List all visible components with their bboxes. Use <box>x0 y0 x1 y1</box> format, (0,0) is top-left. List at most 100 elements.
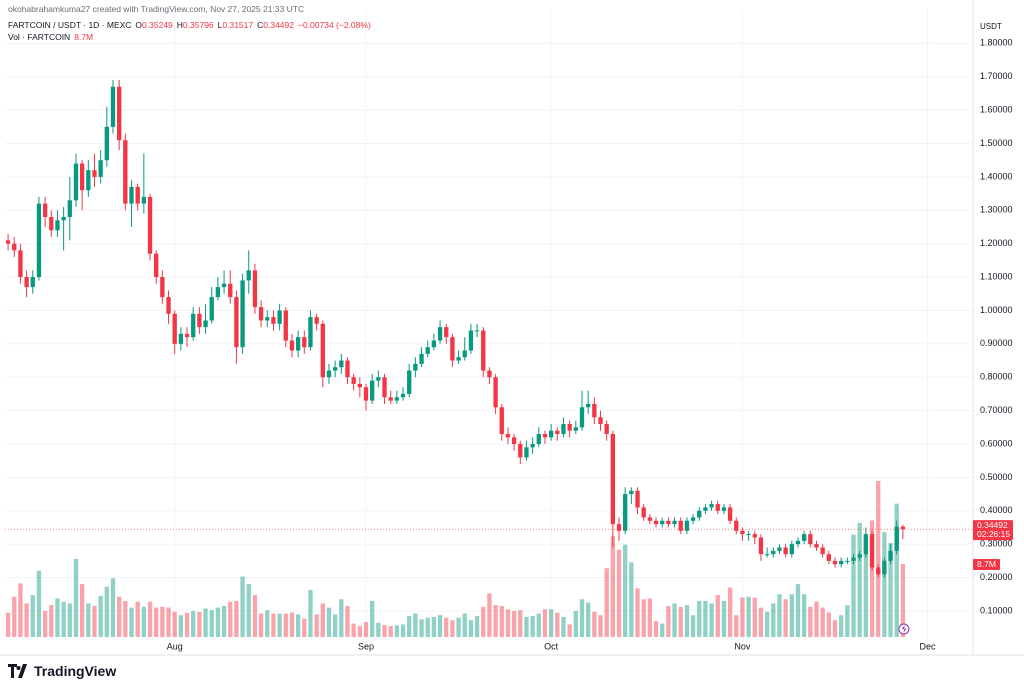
x-tick-label: Oct <box>544 641 559 651</box>
volume-bar <box>839 615 844 637</box>
ohlc-label: H <box>176 20 183 30</box>
volume-bar <box>326 607 332 637</box>
candle-body <box>160 277 165 298</box>
volume-bar <box>382 625 387 637</box>
candle-body <box>542 433 548 438</box>
ohlc-header: FARTCOIN / USDT · 1D · MEXC O0.35249 H0.… <box>8 20 371 30</box>
volume-bar <box>320 603 325 637</box>
volume-bar <box>24 603 29 637</box>
candle-body <box>166 297 171 314</box>
volume-title: Vol · FARTCOIN <box>8 32 71 42</box>
candle-body <box>73 163 79 201</box>
candle-body <box>882 560 887 575</box>
volume-bar <box>462 613 467 637</box>
candle-body <box>777 547 782 551</box>
volume-bar <box>129 607 134 637</box>
volume-bar <box>641 599 646 637</box>
candle-body <box>592 403 597 418</box>
candle-body <box>493 377 498 408</box>
candle-body <box>801 534 807 541</box>
candle-body <box>12 243 17 251</box>
x-tick-label: Sep <box>358 641 374 651</box>
candle-body <box>623 494 628 531</box>
volume-bar <box>407 616 412 637</box>
volume-bar <box>345 605 350 637</box>
candle-body <box>703 507 708 511</box>
candle-body <box>524 447 529 458</box>
candle-body <box>394 397 400 401</box>
y-tick-label: 0.30000 <box>980 539 1013 549</box>
candle-body <box>345 360 350 378</box>
candle-body <box>888 550 893 561</box>
candle-body <box>431 340 437 348</box>
candle-body <box>42 203 48 217</box>
candle-body <box>450 337 455 361</box>
volume-bar <box>758 607 764 637</box>
volume-bar <box>635 588 640 637</box>
y-tick-label: 1.30000 <box>980 205 1013 215</box>
price-badge-label: 0.34492 <box>977 520 1008 530</box>
volume-value: 8.7M <box>74 32 94 42</box>
volume-bar <box>86 603 91 637</box>
candle-body <box>734 520 739 531</box>
volume-bar <box>302 618 307 637</box>
y-tick-label: 0.10000 <box>980 605 1013 615</box>
volume-bar <box>160 606 165 637</box>
ohlc-value: 0.35249 <box>142 20 173 30</box>
candle-body <box>863 534 869 555</box>
candle-body <box>184 333 190 338</box>
volume-bar <box>339 599 344 637</box>
candle-body <box>764 554 770 556</box>
y-tick-label: 0.90000 <box>980 338 1013 348</box>
candle-body <box>67 200 72 217</box>
candle-body <box>456 357 461 361</box>
volume-bar <box>863 536 869 637</box>
volume-bar <box>357 626 362 637</box>
volume-bar <box>67 603 72 637</box>
candle-body <box>18 250 23 278</box>
volume-bar <box>518 610 523 637</box>
volume-bar <box>771 603 776 637</box>
volume-bar <box>851 534 856 637</box>
candle-body <box>653 520 659 525</box>
volume-bar <box>876 480 881 637</box>
volume-bar <box>610 536 616 637</box>
y-tick-label: 0.20000 <box>980 572 1013 582</box>
volume-bar <box>283 613 288 637</box>
volume-bar <box>221 605 227 637</box>
candle-body <box>746 534 751 536</box>
candle-body <box>203 320 208 328</box>
ohlc-label: L <box>217 20 223 30</box>
ohlc-value: 0.35796 <box>182 20 214 30</box>
brand-name: TradingView <box>34 663 117 679</box>
candle-body <box>104 126 109 161</box>
candle-body <box>277 310 282 324</box>
candle-body <box>289 340 295 351</box>
volume-bar <box>456 617 461 637</box>
volume-badge <box>973 559 1000 571</box>
attribution: okohabrahamkuma27 created with TradingVi… <box>8 4 304 14</box>
candle-body <box>92 170 97 177</box>
volume-bar <box>660 623 665 637</box>
candle-body <box>690 517 696 521</box>
y-tick-label: 1.10000 <box>980 271 1013 281</box>
volume-bar <box>814 601 819 637</box>
volume-bar <box>98 595 103 637</box>
volume-bar <box>530 616 535 637</box>
volume-bar <box>900 564 906 637</box>
volume-bar <box>419 619 424 637</box>
candle-body <box>536 433 541 444</box>
volume-bar <box>826 612 831 637</box>
volume-bar <box>487 593 492 637</box>
volume-bar <box>845 605 850 637</box>
ohlc-label: O <box>135 20 143 30</box>
volume-bar <box>869 520 875 637</box>
volume-bar <box>277 613 282 637</box>
volume-bar <box>888 543 893 637</box>
volume-bar <box>468 620 474 637</box>
candle-body <box>721 507 727 511</box>
x-tick-label: Aug <box>167 641 183 651</box>
candle-body <box>629 490 634 495</box>
volume-bar <box>166 607 171 637</box>
candle-body <box>191 313 196 338</box>
